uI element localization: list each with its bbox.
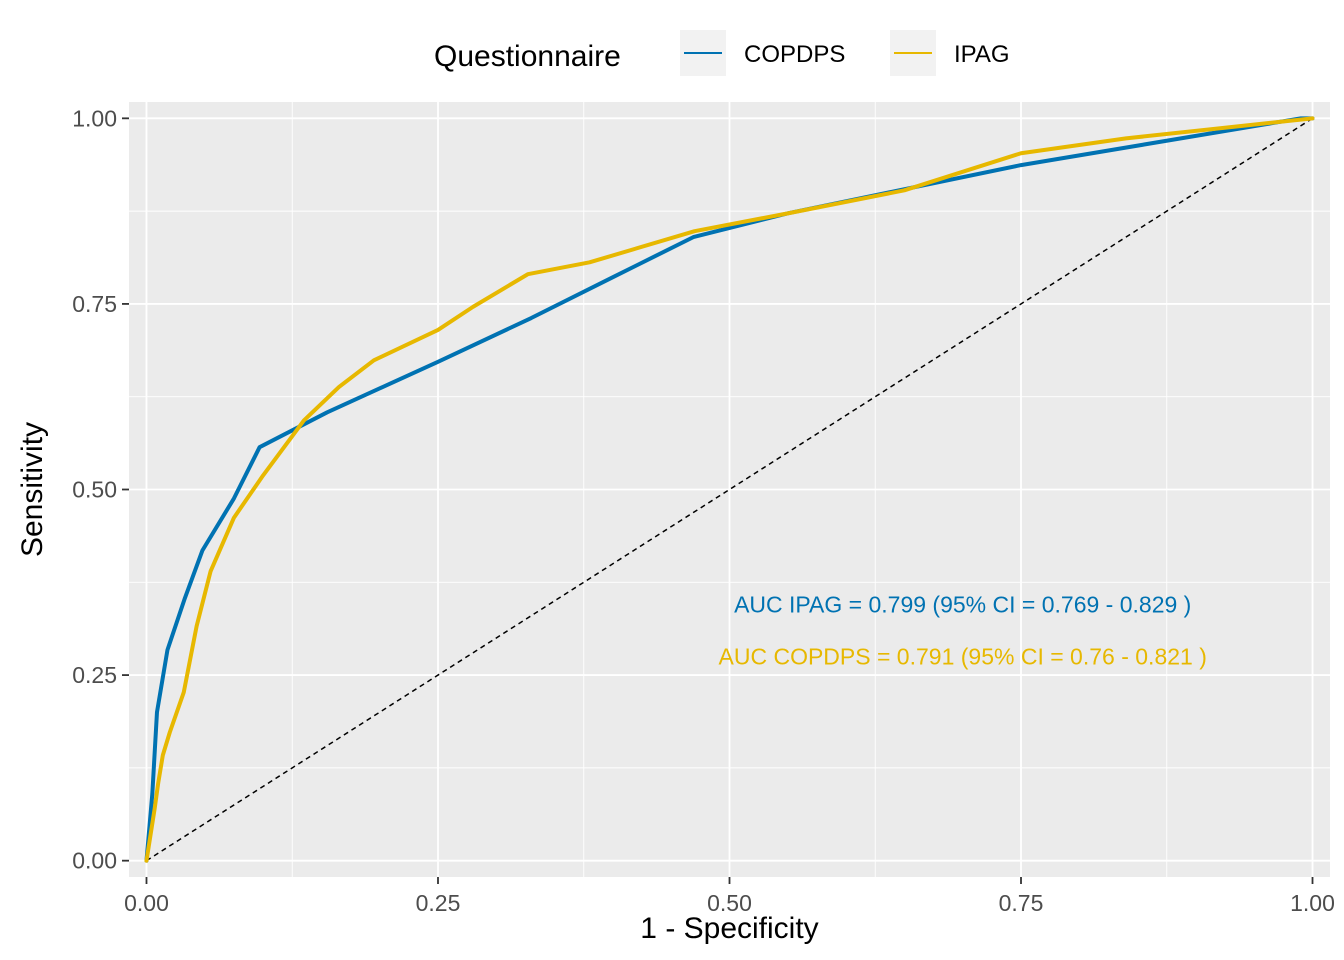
- y-axis-title: Sensitivity: [16, 422, 49, 557]
- legend-title: Questionnaire: [434, 40, 621, 73]
- auc-annotation-1: AUC IPAG = 0.799 (95% CI = 0.769 - 0.829…: [734, 592, 1191, 618]
- x-tick-label: 0.50: [707, 890, 752, 916]
- x-tick-label: 1.00: [1290, 890, 1335, 916]
- y-tick-label: 0.75: [72, 291, 117, 317]
- x-tick-label: 0.00: [124, 890, 169, 916]
- y-tick-label: 0.00: [72, 848, 117, 874]
- y-tick-label: 1.00: [72, 105, 117, 131]
- x-tick-label: 0.75: [999, 890, 1044, 916]
- auc-annotation-2: AUC COPDPS = 0.791 (95% CI = 0.76 - 0.82…: [719, 644, 1207, 670]
- legend-label-ipag: IPAG: [954, 41, 1010, 68]
- x-axis-title: 1 - Specificity: [640, 912, 818, 945]
- y-tick-label: 0.50: [72, 477, 117, 503]
- legend-label-copdps: COPDPS: [744, 41, 845, 68]
- y-tick-label: 0.25: [72, 662, 117, 688]
- x-tick-label: 0.25: [416, 890, 461, 916]
- series-line-ipag: [144, 116, 1315, 863]
